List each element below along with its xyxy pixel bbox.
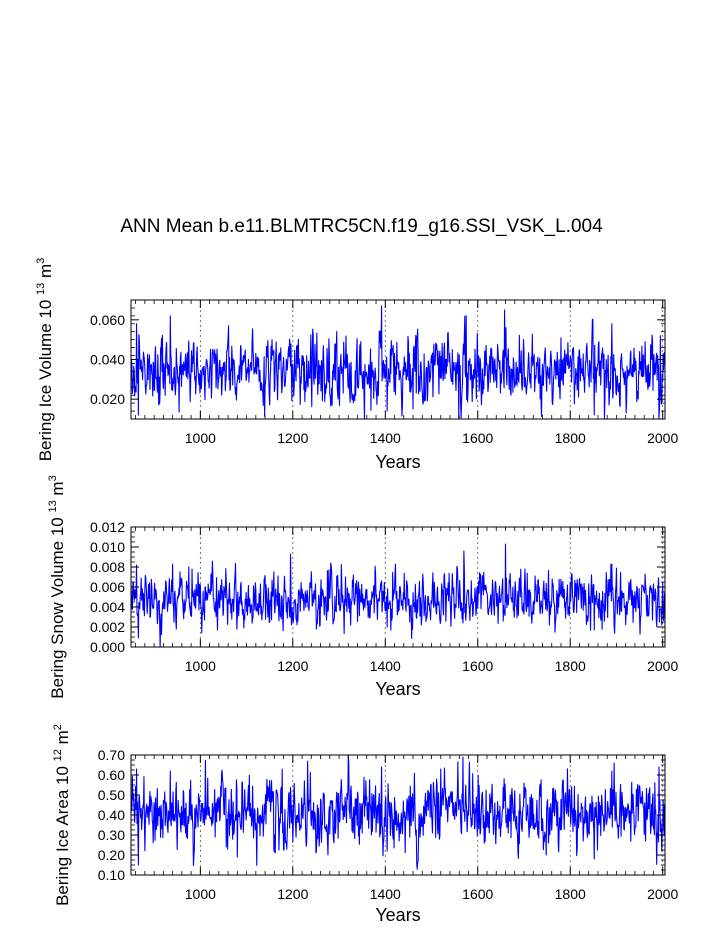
y-tick-label: 0.70 <box>98 747 125 763</box>
x-tick-label: 1000 <box>185 886 216 902</box>
y-axis-label: Bering Ice Area 10 12 m2 <box>52 724 72 906</box>
x-tick-label: 1000 <box>185 658 216 674</box>
y-tick-label: 0.004 <box>90 599 125 615</box>
y-tick-label: 0.60 <box>98 767 125 783</box>
x-axis-label: Years <box>375 679 420 699</box>
x-tick-label: 1000 <box>185 430 216 446</box>
y-tick-label: 0.006 <box>90 579 125 595</box>
series-line <box>130 543 666 648</box>
y-tick-label: 0.010 <box>90 539 125 555</box>
chart-panel-2: 1000 1200 1400 1600 1800 2000 0.000 0.002 0.004 0… <box>47 475 678 699</box>
x-tick-label: 1600 <box>462 886 493 902</box>
x-tick-label: 1800 <box>555 658 586 674</box>
series-line <box>130 754 666 870</box>
x-tick-label: 1800 <box>555 886 586 902</box>
chart-panel-3: 1000 1200 1400 1600 1800 2000 0.10 0.20 0.30 0.40… <box>52 724 678 925</box>
x-tick-label: 1400 <box>370 886 401 902</box>
y-tick-label: 0.002 <box>90 619 125 635</box>
x-tick-label: 1200 <box>277 886 308 902</box>
y-tick-label: 0.50 <box>98 787 125 803</box>
x-tick-label: 1200 <box>277 658 308 674</box>
y-tick-label: 0.20 <box>98 847 125 863</box>
y-axis-label: Bering Snow Volume 10 13 m3 <box>47 475 67 698</box>
y-tick-label: 0.060 <box>90 312 125 328</box>
y-tick-label: 0.012 <box>90 519 125 535</box>
x-tick-label: 2000 <box>647 886 678 902</box>
y-tick-label: 0.30 <box>98 827 125 843</box>
series-line <box>130 305 666 420</box>
x-tick-label: 1200 <box>277 430 308 446</box>
page-title: ANN Mean b.e11.BLMTRC5CN.f19_g16.SSI_VSK… <box>120 216 603 237</box>
x-tick-label: 2000 <box>647 430 678 446</box>
y-tick-label: 0.008 <box>90 559 125 575</box>
x-tick-label: 2000 <box>647 658 678 674</box>
x-axis-label: Years <box>375 905 420 925</box>
y-tick-label: 0.000 <box>90 639 125 655</box>
y-tick-label: 0.40 <box>98 807 125 823</box>
chart-panel-1: 1000 1200 1400 1600 1800 2000 0.020 0.040 0.060 Y… <box>35 258 678 472</box>
x-tick-label: 1800 <box>555 430 586 446</box>
y-tick-label: 0.040 <box>90 352 125 368</box>
x-tick-label: 1400 <box>370 658 401 674</box>
y-tick-label: 0.10 <box>98 867 125 883</box>
x-axis-label: Years <box>375 452 420 472</box>
y-tick-label: 0.020 <box>90 391 125 407</box>
x-tick-label: 1600 <box>462 658 493 674</box>
x-tick-label: 1600 <box>462 430 493 446</box>
x-tick-label: 1400 <box>370 430 401 446</box>
y-axis-label: Bering Ice Volume 10 13 m3 <box>35 258 55 462</box>
